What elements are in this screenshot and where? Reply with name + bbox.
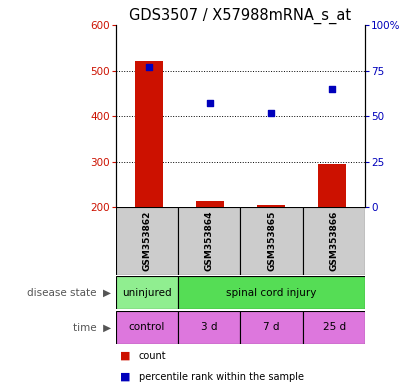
Text: time  ▶: time ▶ [73, 322, 111, 333]
Text: GSM353864: GSM353864 [205, 211, 214, 271]
Text: 7 d: 7 d [263, 322, 280, 333]
Text: 25 d: 25 d [323, 322, 346, 333]
Text: uninjured: uninjured [122, 288, 171, 298]
Text: ■: ■ [120, 372, 130, 382]
Text: 3 d: 3 d [201, 322, 218, 333]
FancyBboxPatch shape [116, 207, 178, 275]
Point [328, 86, 335, 92]
FancyBboxPatch shape [303, 311, 365, 344]
FancyBboxPatch shape [240, 311, 303, 344]
Text: disease state  ▶: disease state ▶ [27, 288, 111, 298]
FancyBboxPatch shape [178, 311, 240, 344]
Point [268, 109, 274, 116]
Text: count: count [139, 351, 166, 361]
Title: GDS3507 / X57988mRNA_s_at: GDS3507 / X57988mRNA_s_at [129, 7, 352, 23]
FancyBboxPatch shape [178, 276, 365, 309]
Text: GSM353862: GSM353862 [142, 211, 151, 271]
Bar [135, 61, 163, 207]
Text: GSM353865: GSM353865 [267, 211, 276, 271]
Point [207, 100, 213, 106]
Point [146, 64, 152, 70]
Bar [257, 205, 285, 207]
Text: control: control [129, 322, 165, 333]
FancyBboxPatch shape [116, 276, 178, 309]
Bar [196, 200, 224, 207]
FancyBboxPatch shape [116, 311, 178, 344]
FancyBboxPatch shape [178, 207, 240, 275]
Bar [318, 164, 346, 207]
FancyBboxPatch shape [303, 207, 365, 275]
Text: spinal cord injury: spinal cord injury [226, 288, 317, 298]
Text: ■: ■ [120, 351, 130, 361]
Text: percentile rank within the sample: percentile rank within the sample [139, 372, 304, 382]
Text: GSM353866: GSM353866 [330, 211, 339, 271]
FancyBboxPatch shape [240, 207, 303, 275]
